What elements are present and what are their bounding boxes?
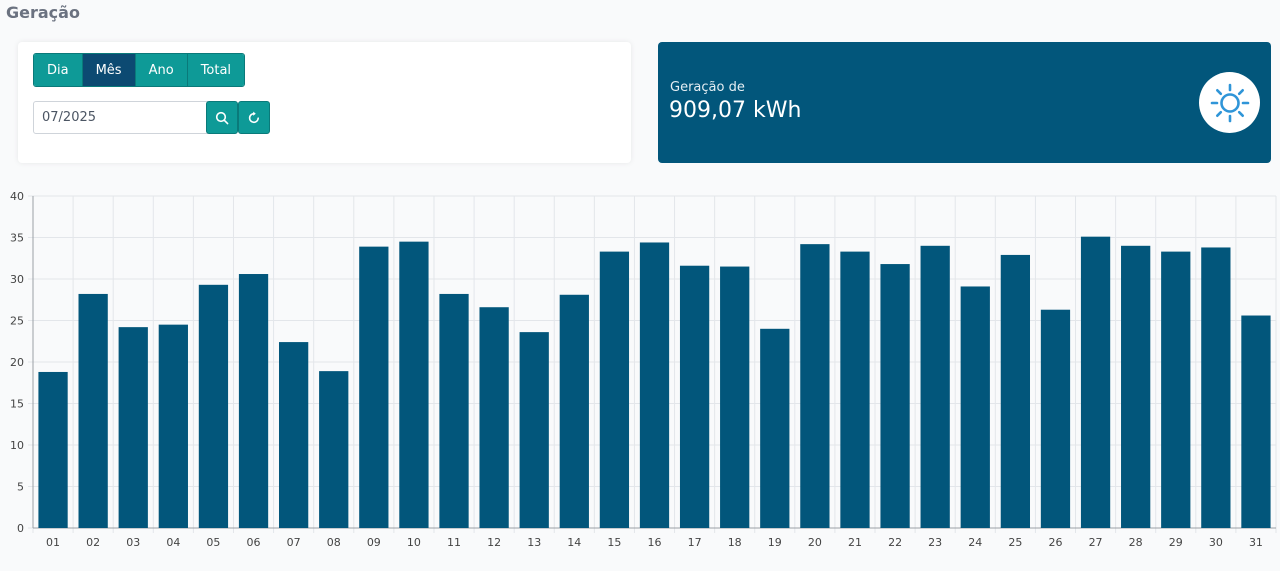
x-tick-label: 10 — [407, 536, 421, 549]
x-tick-label: 09 — [367, 536, 381, 549]
bar-day-21[interactable] — [840, 251, 870, 529]
x-tick-label: 23 — [928, 536, 942, 549]
x-tick-label: 12 — [487, 536, 501, 549]
refresh-icon — [248, 111, 259, 123]
generation-summary-card: Geração de 909,07 kWh — [658, 42, 1271, 163]
y-tick-label: 20 — [10, 356, 24, 369]
sun-icon — [1210, 83, 1249, 122]
bar-day-12[interactable] — [479, 307, 509, 528]
bar-day-20[interactable] — [800, 244, 830, 528]
bar-day-13[interactable] — [519, 332, 549, 528]
bar-day-11[interactable] — [439, 293, 469, 528]
bar-day-25[interactable] — [1000, 254, 1031, 528]
bar-day-04[interactable] — [158, 324, 188, 528]
x-tick-label: 17 — [688, 536, 702, 549]
bar-day-23[interactable] — [920, 245, 950, 529]
bar-day-03[interactable] — [118, 327, 148, 528]
y-tick-label: 30 — [10, 273, 24, 286]
x-tick-label: 05 — [206, 536, 220, 549]
x-tick-label: 13 — [527, 536, 541, 549]
x-tick-label: 16 — [648, 536, 662, 549]
x-tick-label: 22 — [888, 536, 902, 549]
x-tick-label: 07 — [287, 536, 301, 549]
bar-day-28[interactable] — [1121, 245, 1151, 529]
bar-day-22[interactable] — [880, 264, 910, 528]
bar-day-10[interactable] — [399, 241, 429, 528]
x-tick-label: 15 — [607, 536, 621, 549]
y-tick-label: 25 — [10, 315, 24, 328]
period-button-ano[interactable]: Ano — [135, 54, 188, 86]
bar-day-06[interactable] — [238, 274, 269, 528]
bar-day-16[interactable] — [639, 242, 670, 529]
y-tick-label: 15 — [10, 398, 24, 411]
x-tick-label: 21 — [848, 536, 862, 549]
bar-day-01[interactable] — [38, 371, 68, 528]
date-input[interactable] — [33, 101, 208, 134]
x-tick-label: 04 — [166, 536, 180, 549]
bar-day-30[interactable] — [1201, 247, 1231, 528]
bar-day-08[interactable] — [319, 371, 349, 528]
x-tick-label: 20 — [808, 536, 822, 549]
x-tick-label: 24 — [968, 536, 982, 549]
bar-day-19[interactable] — [760, 328, 790, 528]
bar-day-07[interactable] — [278, 342, 309, 528]
refresh-button[interactable] — [238, 101, 270, 134]
x-tick-label: 25 — [1008, 536, 1022, 549]
bar-day-24[interactable] — [960, 286, 990, 528]
y-tick-label: 35 — [10, 232, 24, 245]
bar-day-18[interactable] — [720, 266, 750, 528]
x-tick-label: 18 — [728, 536, 742, 549]
summary-value: 909,07 kWh — [669, 98, 802, 123]
y-tick-label: 5 — [17, 481, 24, 494]
bar-day-15[interactable] — [599, 251, 630, 529]
sun-badge — [1199, 72, 1260, 133]
filter-card: Dia Mês Ano Total — [18, 42, 631, 163]
period-button-dia[interactable]: Dia — [34, 54, 83, 86]
x-tick-label: 11 — [447, 536, 461, 549]
y-tick-label: 0 — [17, 522, 24, 535]
search-button[interactable] — [206, 101, 238, 134]
bar-day-17[interactable] — [679, 265, 710, 528]
bar-day-02[interactable] — [78, 293, 108, 528]
bar-day-31[interactable] — [1241, 315, 1271, 528]
y-tick-label: 10 — [10, 439, 24, 452]
x-tick-label: 08 — [327, 536, 341, 549]
x-tick-label: 03 — [126, 536, 140, 549]
summary-label: Geração de — [670, 80, 745, 95]
bar-day-27[interactable] — [1080, 236, 1111, 529]
page-title: Geração — [6, 3, 80, 22]
bar-day-09[interactable] — [359, 246, 389, 528]
bar-day-26[interactable] — [1040, 309, 1071, 528]
search-icon — [215, 111, 229, 124]
period-selector: Dia Mês Ano Total — [33, 53, 246, 87]
x-tick-label: 19 — [768, 536, 782, 549]
x-tick-label: 31 — [1249, 536, 1263, 549]
x-tick-label: 14 — [567, 536, 581, 549]
period-button-total[interactable]: Total — [187, 54, 245, 86]
x-tick-label: 01 — [46, 536, 60, 549]
x-tick-label: 28 — [1129, 536, 1143, 549]
x-tick-label: 02 — [86, 536, 100, 549]
bar-day-14[interactable] — [559, 294, 589, 528]
y-tick-label: 40 — [10, 190, 24, 203]
x-tick-label: 27 — [1089, 536, 1103, 549]
x-tick-label: 06 — [247, 536, 261, 549]
x-tick-label: 29 — [1169, 536, 1183, 549]
bar-day-05[interactable] — [198, 284, 229, 528]
bar-day-29[interactable] — [1161, 251, 1191, 529]
period-button-mes[interactable]: Mês — [82, 54, 136, 86]
x-tick-label: 30 — [1209, 536, 1223, 549]
x-tick-label: 26 — [1048, 536, 1062, 549]
